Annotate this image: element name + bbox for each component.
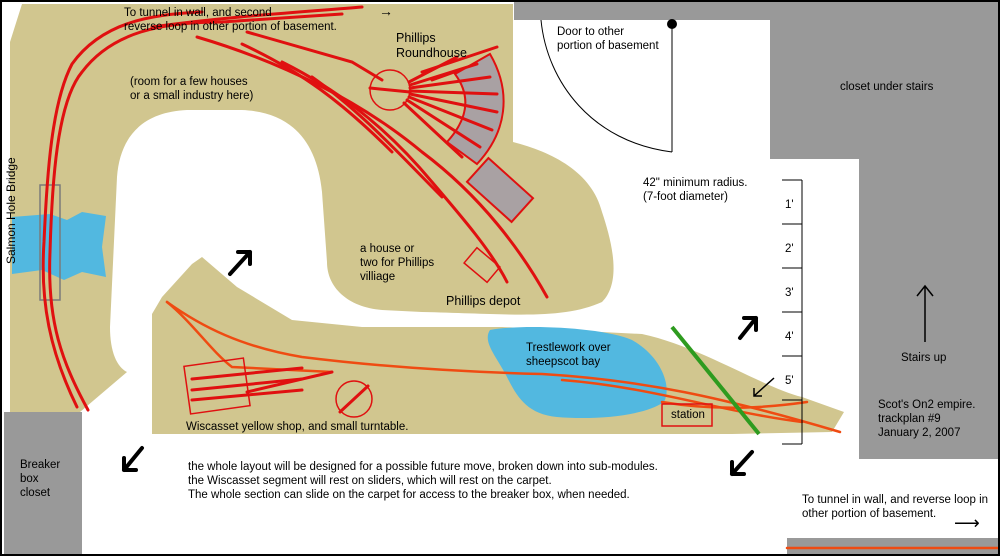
label-door: Door to other portion of basement: [557, 26, 659, 52]
shop-track-3: [190, 388, 304, 402]
branch-to-tunnel: [150, 5, 364, 29]
radial-track: [407, 95, 494, 132]
radial-track: [405, 98, 482, 149]
wiscasset-turntable: [335, 380, 373, 418]
label-roundhouse: Phillips Roundhouse: [396, 31, 467, 60]
track-network: [41, 5, 842, 434]
yard-track-3: [310, 75, 444, 199]
radial-track: [408, 92, 499, 114]
label-min-radius: 42" minimum radius. (7-foot diameter): [643, 177, 748, 203]
wiscasset-yard-lead: [165, 300, 334, 374]
label-breaker-box: Breaker box closet: [20, 459, 61, 499]
arrow-up-right: [738, 316, 758, 340]
station-building: [661, 403, 713, 427]
door-swing: [540, 19, 677, 153]
arrow-down-left: [122, 446, 144, 472]
breaker-box-closet-area: [4, 412, 82, 554]
stairs-up-arrow: [916, 284, 934, 342]
direction-arrows: [122, 250, 934, 476]
label-empire-note: Scot's On2 empire. trackplan #9 January …: [878, 399, 976, 439]
label-closet-under-stairs: closet under stairs: [840, 81, 934, 93]
arrow-pointer-small: [753, 377, 775, 397]
walls-and-closets: [4, 2, 998, 554]
shop-track-2: [190, 377, 304, 392]
yard-track-1: [240, 42, 394, 154]
label-trestlework: Trestlework over sheepscot bay: [526, 342, 611, 368]
label-stairs-up: Stairs up: [901, 352, 947, 364]
label-salmon-hole-bridge: Salmon Hole Bridge: [4, 157, 18, 264]
main-loop-track: [48, 12, 344, 412]
ruler-label: 5': [785, 375, 794, 387]
radial-track: [402, 101, 464, 159]
radial-track: [408, 75, 492, 90]
turntable-bridge-top: [368, 86, 412, 94]
ruler-label: 1': [785, 199, 794, 211]
module-boundary-line: [670, 325, 761, 436]
radial-track: [407, 55, 459, 84]
shop-track-1: [190, 366, 304, 381]
label-tunnel-bottom: To tunnel in wall, and reverse loop in o…: [802, 493, 988, 521]
engine-house: [465, 156, 535, 224]
lower-main-siding: [560, 378, 804, 424]
label-room-for-houses: (room for a few houses or a small indust…: [130, 76, 254, 102]
arrow-down-left: [730, 450, 754, 476]
turntable-bridge: [338, 384, 370, 414]
lower-main-line: [165, 300, 842, 434]
bottom-right-wall: [787, 538, 998, 554]
label-layout-note: the whole layout will be designed for a …: [188, 461, 658, 501]
salmon-hole-river: [12, 212, 106, 280]
radial-track: [408, 62, 479, 87]
ruler-label: 4': [785, 331, 794, 343]
stairs-area: [859, 159, 998, 459]
right-upper-wall: [514, 2, 998, 20]
arrow-right-icon: →: [379, 3, 393, 19]
closet-under-stairs-area: [770, 20, 998, 159]
dimension-ruler: [782, 179, 803, 445]
station-siding: [660, 400, 809, 409]
tunnel-top-text: To tunnel in wall, and second reverse lo…: [124, 7, 337, 33]
label-station: station: [671, 409, 705, 421]
label-wiscasset-shop: Wiscasset yellow shop, and small turntab…: [186, 421, 409, 433]
label-house-note: a house or two for Phillips villiage: [360, 243, 435, 283]
water-features: [12, 212, 667, 419]
wiscasset-shop: [183, 357, 373, 418]
ruler-label: 2': [785, 243, 794, 255]
arrow-right-icon: ⟶: [954, 513, 980, 533]
main-line-inner: [41, 10, 204, 409]
label-tunnel-top: To tunnel in wall, and second reverse lo…: [124, 4, 393, 34]
yellow-shop-building: [183, 357, 251, 415]
sheepscot-bay: [487, 327, 667, 419]
shop-lead: [245, 370, 334, 394]
roundhouse-lead: [195, 35, 549, 299]
roundhouse-radial-tracks: [402, 55, 499, 159]
door-arc: [540, 19, 673, 153]
door-hinge: [667, 19, 677, 29]
phillips-roundhouse: [368, 52, 535, 224]
label-phillips-depot: Phillips depot: [446, 294, 521, 308]
ruler-label: 3': [785, 287, 794, 299]
yard-spur-top: [245, 30, 384, 82]
radial-track: [408, 89, 499, 96]
tunnel-bottom-text: To tunnel in wall, and reverse loop in o…: [802, 494, 989, 520]
phillips-depot-building: [463, 246, 501, 284]
arrow-up-right: [228, 250, 252, 276]
